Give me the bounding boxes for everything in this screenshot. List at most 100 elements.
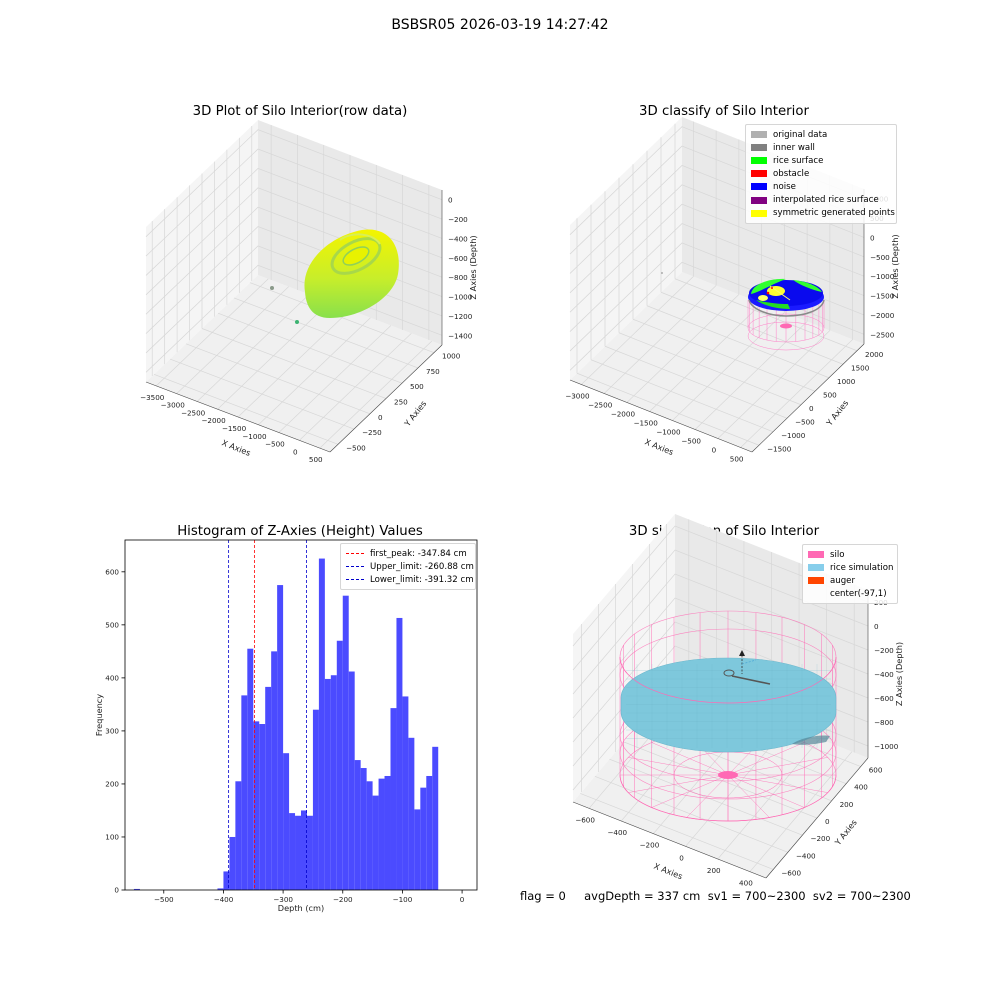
legend-entry: obstacle	[751, 167, 891, 180]
obstacle-point	[771, 287, 773, 289]
legend-swatch	[751, 144, 767, 152]
grid-line	[569, 203, 865, 313]
data-point	[270, 286, 274, 290]
legend-entry: rice surface	[751, 154, 891, 167]
grid-line	[632, 318, 816, 392]
silo-bottom-front	[619, 774, 837, 822]
x-axis-line	[569, 379, 753, 453]
y-axis-label: Frequency	[94, 694, 104, 736]
z-axis-label: Z Axies (Depth)	[894, 642, 904, 706]
tick-label: 500	[730, 455, 744, 464]
tick-label: −1000	[242, 432, 267, 441]
grid-line	[581, 276, 694, 385]
tick-label: 500	[410, 382, 424, 391]
grid-line	[249, 282, 435, 353]
tick-label: −1500	[222, 424, 247, 433]
tick-label: −800	[874, 718, 894, 727]
grid-line	[594, 775, 788, 853]
y-axis-label: Y Axies	[824, 398, 851, 428]
tick-label: 0	[114, 886, 119, 895]
histogram-bar	[318, 558, 325, 890]
tick-label: 400	[739, 879, 753, 888]
legend-label: interpolated rice surface	[773, 195, 879, 206]
legend-swatch	[808, 551, 824, 559]
rice-surface-patch	[756, 300, 790, 309]
tick-label: −500	[154, 895, 174, 904]
tick-label: −1000	[448, 293, 473, 302]
tick-label: 1000	[442, 352, 461, 361]
tick-label: −300	[273, 895, 293, 904]
grid-line	[569, 261, 865, 371]
symmetric-points	[769, 285, 791, 301]
tick-label: −500	[870, 253, 890, 262]
legend-entry: inner wall	[751, 141, 891, 154]
legend-label: original data	[773, 129, 828, 140]
tick-label: 1000	[837, 377, 856, 386]
tick-label: −200	[874, 646, 894, 655]
tick-label: −600	[781, 868, 801, 877]
legend-entry: noise	[751, 180, 891, 193]
y-axis-line	[765, 757, 869, 879]
legend-label: noise	[773, 181, 796, 192]
tick-label: 0	[712, 446, 717, 455]
tick-label: −3000	[161, 401, 186, 410]
tick-label: −250	[362, 428, 382, 437]
tick-label: −400	[448, 234, 468, 243]
histogram-bar	[133, 888, 140, 890]
tick-label: 400	[854, 783, 868, 792]
legend-swatch	[808, 577, 824, 585]
grid-line	[626, 294, 740, 403]
legend-label: rice simulation	[830, 562, 894, 573]
grid-line	[580, 793, 774, 870]
histogram-bar	[241, 695, 248, 890]
x-axis-label: X Axies	[643, 437, 675, 458]
panel4-legend: silo rice simulation auger center(-97,1)	[802, 544, 898, 605]
panel2-legend: original data inner wall rice surface obsta…	[745, 124, 897, 224]
histogram-bar	[342, 595, 349, 890]
back-left-pane	[570, 117, 682, 380]
histogram-bar	[271, 651, 278, 890]
legend-entry: original data	[751, 128, 891, 141]
grid-line	[623, 741, 818, 819]
histogram-bar	[384, 775, 391, 890]
wall-center-mark	[780, 323, 792, 329]
histogram-bar	[348, 671, 355, 890]
tick-label: −2500	[870, 330, 895, 339]
histogram-bar	[283, 753, 290, 890]
center-arrow	[739, 650, 745, 656]
x-axis-line	[145, 381, 331, 453]
symmetric-points	[758, 295, 768, 301]
grid-line	[572, 573, 869, 695]
grid-line	[145, 148, 443, 257]
tick-label: −200	[640, 841, 660, 850]
histogram-bar	[336, 640, 343, 890]
tick-label: 0	[825, 817, 830, 826]
grid-line	[201, 328, 387, 399]
histogram-bar	[420, 787, 427, 890]
tick-label: 200	[105, 779, 119, 788]
panel4-3d-plot: −600−400−2000200400−600−400−200020040060…	[572, 514, 904, 888]
panel3-title: Histogram of Z-Axies (Height) Values	[177, 524, 423, 539]
tick-label: 0	[293, 447, 298, 456]
histogram-bar	[354, 760, 361, 890]
histogram-bar	[301, 810, 307, 890]
histogram-bar	[360, 768, 367, 890]
legend-entry-lower-limit: Lower_limit: -391.32 cm	[346, 573, 474, 586]
tick-label: 0	[809, 404, 814, 413]
grid-line	[576, 372, 760, 446]
tick-label: 600	[869, 766, 883, 775]
grid-line	[145, 264, 443, 373]
tick-label: −1500	[633, 419, 658, 428]
legend-label: Upper_limit: -260.88 cm	[370, 561, 474, 572]
y-axis-label: Y Axies	[832, 817, 859, 847]
legend-label: silo	[830, 549, 845, 560]
tick-label: −1000	[874, 742, 899, 751]
tick-label: −200	[333, 895, 353, 904]
grid-line	[153, 374, 339, 445]
tick-label: −800	[448, 273, 468, 282]
auger	[731, 675, 771, 685]
rice-surface-patch	[793, 280, 822, 292]
legend-entry: interpolated rice surface	[751, 193, 891, 206]
legend-swatch	[808, 564, 824, 572]
